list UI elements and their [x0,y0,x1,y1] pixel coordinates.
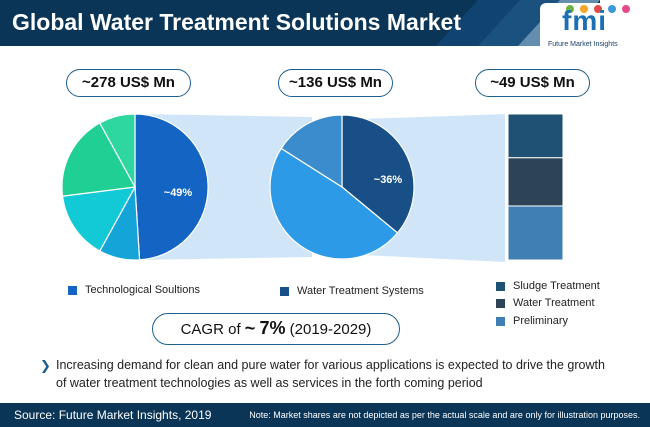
legend-preliminary: Preliminary [496,315,568,327]
value-pill-technological: ~278 US$ Mn [66,69,191,97]
footer-disclaimer: Note: Market shares are not depicted as … [249,410,640,420]
legend-label: Technological Soultions [85,284,200,296]
legend-swatch [496,298,505,308]
logo-word: fmi [562,5,607,36]
pie-slice [61,186,137,252]
legend-label: Water Treatment Systems [297,285,424,297]
cagr-period: (2019-2029) [289,321,372,338]
pie-slice [61,122,136,197]
pie-slice [269,147,399,260]
legend-label: Water Treatment [513,297,595,309]
legend-label: Sludge Treatment [513,280,600,292]
legend-sludge: Sludge Treatment [496,280,600,292]
pie-slice [134,113,209,261]
logo-subtitle: Future Market Insights [548,41,618,48]
bar-segment [507,205,564,261]
value-pill-systems: ~136 US$ Mn [278,69,393,97]
pie-slice [341,114,415,234]
logo-dot-icon [580,5,588,13]
chevron-right-icon: ❯ [40,358,51,373]
legend-water-treatment: Water Treatment [496,297,595,309]
pie-slice [280,114,343,189]
legend-swatch [496,316,505,326]
cagr-badge: CAGR of ~ 7% (2019-2029) [152,313,400,345]
bar-segment [507,113,564,159]
slice-label: ~49% [164,187,193,199]
fmi-logo: fmi Future Market Insights [540,3,650,53]
page-title: Global Water Treatment Solutions Market [12,9,462,35]
footer-source: Source: Future Market Insights, 2019 [14,408,212,422]
footer-bar: Source: Future Market Insights, 2019 Not… [0,403,650,427]
cagr-approx: ~ [244,318,256,338]
legend-technological: Technological Soultions [68,284,200,296]
bar-segment [507,157,564,207]
legend-swatch [496,281,505,291]
legend-swatch [68,285,77,295]
logo-dot-icon [608,5,616,13]
logo-dot-icon [566,5,574,13]
value-pill-sludge: ~49 US$ Mn [475,69,590,97]
pie-slice [99,113,136,188]
cagr-value: 7% [259,318,286,338]
insight-text: Increasing demand for clean and pure wat… [56,358,605,390]
logo-dot-icon [622,5,630,13]
legend-swatch [280,286,289,296]
slice-label: ~36% [374,174,403,186]
logo-dot-icon [594,5,602,13]
legend-systems: Water Treatment Systems [280,285,424,297]
cagr-prefix: CAGR of [180,321,241,338]
legend-label: Preliminary [513,315,569,327]
